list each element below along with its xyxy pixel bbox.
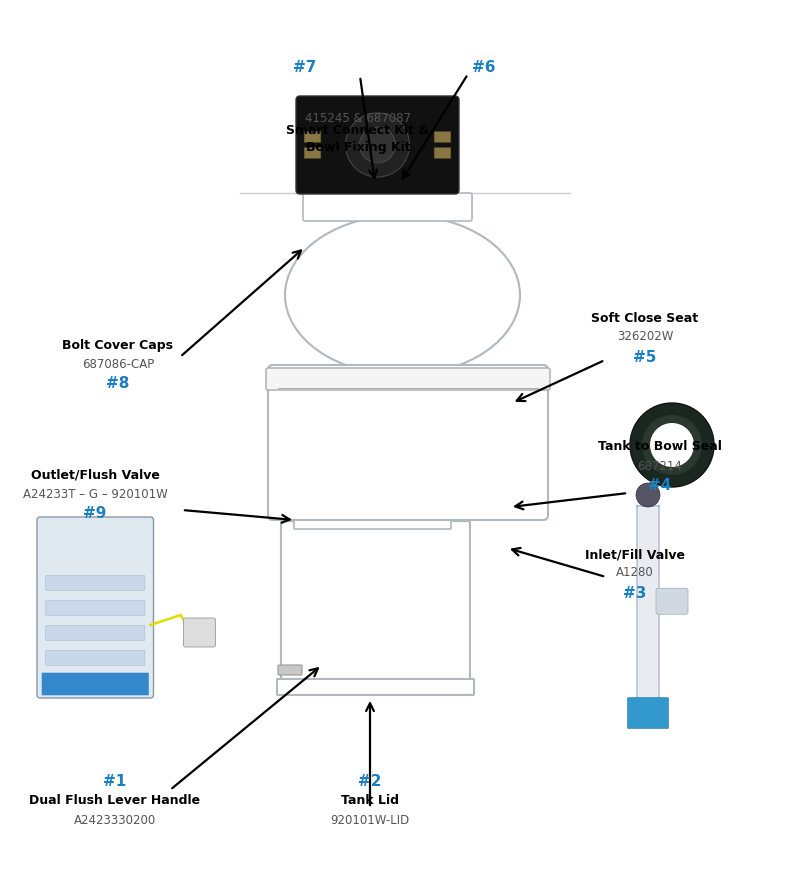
FancyBboxPatch shape: [281, 521, 470, 685]
Text: #2: #2: [358, 774, 382, 789]
Circle shape: [650, 423, 694, 467]
Text: Bowl Fixing Kit: Bowl Fixing Kit: [306, 141, 410, 154]
Text: #8: #8: [106, 376, 130, 391]
Text: Smart Connect Kit &: Smart Connect Kit &: [286, 124, 430, 137]
FancyBboxPatch shape: [434, 132, 451, 142]
Text: #4: #4: [648, 479, 672, 494]
FancyBboxPatch shape: [294, 509, 451, 529]
Ellipse shape: [285, 215, 520, 375]
FancyBboxPatch shape: [277, 679, 474, 695]
Text: #7: #7: [294, 61, 317, 75]
Text: #1: #1: [103, 774, 126, 789]
FancyBboxPatch shape: [434, 147, 451, 159]
FancyBboxPatch shape: [304, 132, 321, 142]
FancyBboxPatch shape: [278, 665, 302, 675]
Text: #6: #6: [472, 61, 496, 75]
Circle shape: [642, 415, 702, 475]
FancyBboxPatch shape: [296, 96, 459, 194]
Text: Outlet/Flush Valve: Outlet/Flush Valve: [30, 468, 159, 481]
Circle shape: [346, 113, 410, 177]
FancyBboxPatch shape: [37, 517, 154, 698]
Text: 326202W: 326202W: [617, 331, 673, 344]
FancyBboxPatch shape: [637, 505, 659, 700]
Circle shape: [636, 483, 660, 507]
FancyBboxPatch shape: [46, 575, 145, 590]
Text: 415245 & 687087: 415245 & 687087: [305, 111, 411, 125]
FancyBboxPatch shape: [304, 147, 321, 159]
Text: A2423330200: A2423330200: [74, 814, 156, 826]
FancyBboxPatch shape: [183, 618, 215, 647]
Text: Tank Lid: Tank Lid: [341, 794, 399, 807]
FancyBboxPatch shape: [656, 588, 688, 614]
Circle shape: [630, 403, 714, 487]
Text: A24233T – G – 920101W: A24233T – G – 920101W: [22, 488, 167, 501]
Text: Tank to Bowl Seal: Tank to Bowl Seal: [598, 440, 722, 453]
FancyBboxPatch shape: [628, 698, 668, 728]
Text: #5: #5: [634, 350, 657, 365]
Text: #3: #3: [623, 586, 646, 601]
FancyBboxPatch shape: [42, 673, 149, 695]
Text: 687214: 687214: [638, 460, 682, 473]
Text: Bolt Cover Caps: Bolt Cover Caps: [62, 339, 174, 352]
Circle shape: [359, 127, 395, 163]
Text: Soft Close Seat: Soft Close Seat: [591, 311, 698, 324]
Text: 920101W-LID: 920101W-LID: [330, 814, 410, 826]
Text: 687086-CAP: 687086-CAP: [82, 358, 154, 370]
Text: Dual Flush Lever Handle: Dual Flush Lever Handle: [30, 794, 201, 807]
FancyBboxPatch shape: [46, 601, 145, 616]
Text: Inlet/Fill Valve: Inlet/Fill Valve: [585, 548, 685, 561]
FancyBboxPatch shape: [303, 193, 472, 221]
FancyBboxPatch shape: [46, 651, 145, 666]
FancyBboxPatch shape: [268, 365, 548, 520]
Text: A1280: A1280: [616, 567, 654, 580]
Text: #9: #9: [83, 507, 106, 522]
FancyBboxPatch shape: [266, 368, 550, 390]
FancyBboxPatch shape: [46, 625, 145, 640]
